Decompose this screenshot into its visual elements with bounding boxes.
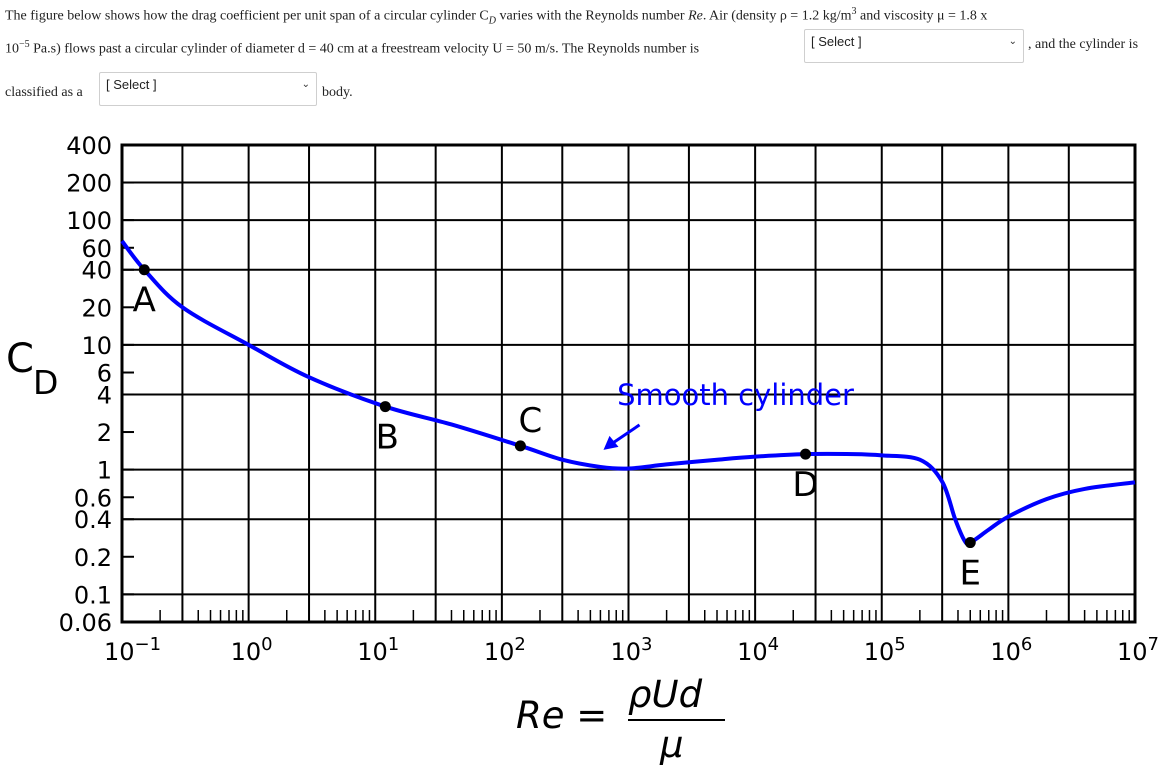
x-tick-exponent: 5 xyxy=(894,634,905,655)
x-tick-exponent: 4 xyxy=(768,634,779,655)
y-tick-label: 4 xyxy=(97,381,112,409)
x-tick-label: 106 xyxy=(990,634,1032,666)
y-tick-label: 0.2 xyxy=(74,544,112,572)
y-axis-label-subscript: D xyxy=(33,363,58,402)
x-tick-exponent: −1 xyxy=(135,634,162,655)
x-tick-label: 102 xyxy=(484,634,526,666)
point-label-c: C xyxy=(519,401,543,441)
x-axis-label-denominator: μ xyxy=(659,723,684,766)
data-point-d xyxy=(800,449,811,460)
y-tick-label: 400 xyxy=(66,132,112,160)
y-tick-label: 20 xyxy=(81,294,112,322)
x-axis-label-lhs: Re = xyxy=(516,694,607,737)
x-tick-label: 100 xyxy=(231,634,273,666)
x-tick-label: 103 xyxy=(611,634,653,666)
x-tick-exponent: 7 xyxy=(1148,634,1159,655)
x-tick-exponent: 6 xyxy=(1021,634,1032,655)
point-label-d: D xyxy=(792,465,818,505)
y-tick-label: 200 xyxy=(66,170,112,198)
data-point-c xyxy=(515,440,526,451)
x-tick-labels: 10−1 100 101 102 103 104 105 106 107 xyxy=(104,634,1159,666)
y-tick-label: 0.4 xyxy=(74,506,112,534)
labeled-points: A B C D E xyxy=(133,264,981,593)
annotation-arrow xyxy=(612,425,640,444)
annotation-arrowhead xyxy=(604,436,619,450)
y-tick-label: 100 xyxy=(66,207,112,235)
x-tick-exponent: 0 xyxy=(261,634,272,655)
y-tick-label: 40 xyxy=(81,257,112,285)
y-axis-label: C xyxy=(6,336,34,382)
x-tick-label: 10−1 xyxy=(104,634,161,666)
y-tick-label: 1 xyxy=(97,457,112,485)
y-tick-label: 2 xyxy=(97,419,112,447)
y-tick-label: 0.1 xyxy=(74,581,112,609)
x-tick-exponent: 3 xyxy=(641,634,652,655)
x-tick-label: 104 xyxy=(737,634,779,666)
y-tick-label: 0.06 xyxy=(59,609,112,637)
smooth-cylinder-annotation: Smooth cylinder xyxy=(617,378,854,412)
point-label-a: A xyxy=(133,281,156,321)
x-tick-exponent: 2 xyxy=(514,634,525,655)
x-tick-label: 107 xyxy=(1117,634,1159,666)
x-axis-label-numerator: ρUd xyxy=(628,673,703,716)
x-tick-label: 105 xyxy=(864,634,906,666)
point-label-e: E xyxy=(960,554,981,594)
x-tick-exponent: 1 xyxy=(388,634,399,655)
y-tick-label: 10 xyxy=(81,332,112,360)
data-point-e xyxy=(965,537,976,548)
x-tick-label: 101 xyxy=(357,634,399,666)
data-point-a xyxy=(139,264,150,275)
point-label-b: B xyxy=(376,418,399,458)
data-point-b xyxy=(380,401,391,412)
